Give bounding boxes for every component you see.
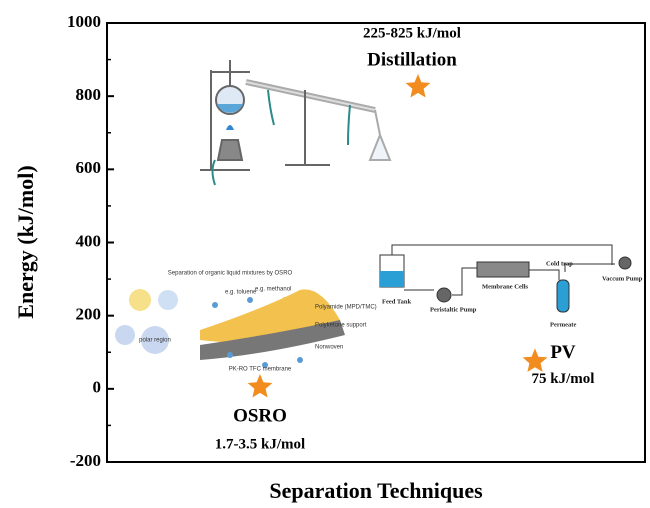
y-tick-label: 400 bbox=[76, 231, 102, 250]
pv-label: Peristaltic Pump bbox=[430, 306, 477, 313]
pv-illustration: Feed Tank Peristaltic Pump Membrane Cell… bbox=[380, 245, 643, 328]
star-marker bbox=[248, 374, 273, 398]
y-axis-label: Energy (kJ/mol) bbox=[13, 165, 38, 318]
osro-label: polar region bbox=[139, 338, 171, 344]
osro-label: Nonwoven bbox=[315, 345, 343, 351]
osro-label: e.g. toluene bbox=[225, 290, 257, 296]
y-tick-label: -200 bbox=[70, 451, 101, 470]
pv-label: Membrane Cells bbox=[482, 283, 529, 290]
point-energy: 75 kJ/mol bbox=[532, 371, 595, 387]
y-tick-label: 1000 bbox=[67, 12, 101, 31]
osro-label: PK-RO TFC membrane bbox=[229, 367, 292, 373]
point-energy: 225-825 kJ/mol bbox=[363, 25, 461, 41]
star-marker bbox=[523, 348, 548, 372]
pv-label: Vaccum Pump bbox=[602, 275, 643, 282]
y-tick-label: 800 bbox=[76, 85, 102, 104]
point-name: OSRO bbox=[233, 405, 287, 426]
y-tick-label: 200 bbox=[76, 305, 102, 324]
pv-label: Cold trap bbox=[546, 260, 573, 267]
osro-illustration: Separation of organic liquid mixtures by… bbox=[115, 271, 377, 373]
x-axis-label: Separation Techniques bbox=[269, 478, 483, 503]
chart: Separation of organic liquid mixtures by… bbox=[0, 0, 650, 508]
plot-frame bbox=[107, 23, 645, 462]
osro-label: Polyketone support bbox=[315, 323, 367, 329]
y-tick-label: 600 bbox=[76, 158, 102, 177]
osro-label: e.g. methanol bbox=[255, 287, 291, 293]
point-energy: 1.7-3.5 kJ/mol bbox=[215, 436, 305, 452]
star-marker bbox=[406, 74, 431, 98]
pv-label: Feed Tank bbox=[382, 298, 411, 305]
osro-title: Separation of organic liquid mixtures by… bbox=[168, 271, 293, 277]
y-tick-label: 0 bbox=[93, 378, 102, 397]
distillation-illustration bbox=[200, 60, 390, 185]
point-name: Distillation bbox=[367, 49, 457, 70]
point-name: PV bbox=[550, 342, 576, 363]
pv-label: Permeate bbox=[550, 321, 576, 328]
osro-label: Polyamide (MPD/TMC) bbox=[315, 305, 377, 311]
